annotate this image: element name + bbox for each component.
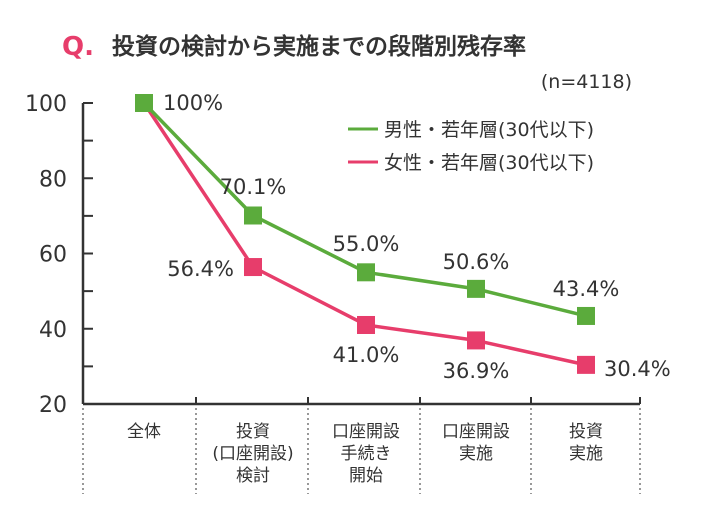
data-label: 50.6% (443, 250, 510, 274)
data-label: 56.4% (167, 257, 234, 281)
y-tick-label: 40 (39, 318, 67, 343)
data-point-marker (467, 279, 485, 298)
data-label: 70.1% (220, 175, 287, 199)
legend-label: 男性・若年層(30代以下) (384, 119, 594, 141)
x-category-label: (口座開設) (212, 444, 293, 464)
data-point-marker (244, 206, 262, 225)
x-category-label: 全体 (127, 422, 161, 442)
data-point-marker (357, 315, 375, 334)
legend: 男性・若年層(30代以下) 女性・若年層(30代以下) (348, 119, 594, 174)
data-label: 55.0% (333, 232, 400, 256)
data-labels: 100% 70.1% 55.0% 50.6% 43.4% 56.4% 41.0% 36.9% 3… (163, 91, 671, 383)
x-category-label: 開始 (349, 466, 383, 486)
series-group (135, 94, 595, 374)
x-category-label: 実施 (459, 444, 493, 464)
data-label: 30.4% (604, 357, 671, 381)
legend-label: 女性・若年層(30代以下) (384, 152, 594, 174)
x-category-label: 投資 (569, 422, 603, 442)
data-label: 100% (163, 91, 223, 115)
data-point-marker (577, 355, 595, 374)
x-category-label: 口座開設 (442, 422, 510, 442)
y-tick-label: 100 (25, 92, 67, 117)
chart-header: Q. 投資の検討から実施までの段階別残存率 (n=4118) (62, 32, 632, 93)
y-tick-label: 20 (39, 393, 67, 418)
chart-subtitle: (n=4118) (541, 71, 632, 93)
data-label: 43.4% (553, 277, 620, 301)
x-category-label: 検討 (236, 466, 270, 486)
data-label: 36.9% (443, 359, 510, 383)
data-point-marker (577, 306, 595, 325)
x-category-label: 口座開設 (332, 422, 400, 442)
x-category-label: 手続き (341, 444, 392, 464)
y-tick-label: 60 (39, 243, 67, 268)
y-tick-label: 80 (39, 167, 67, 192)
data-label: 41.0% (333, 343, 400, 367)
x-category-label: 投資 (236, 422, 270, 442)
x-category-label: 実施 (569, 444, 603, 464)
data-point-marker (135, 94, 153, 112)
data-point-marker (467, 331, 485, 350)
chart-title: 投資の検討から実施までの段階別残存率 (112, 33, 526, 60)
data-point-marker (357, 263, 375, 282)
axes: 20 40 60 80 100 (25, 92, 641, 494)
q-mark: Q. (62, 32, 94, 62)
data-point-marker (244, 258, 262, 277)
